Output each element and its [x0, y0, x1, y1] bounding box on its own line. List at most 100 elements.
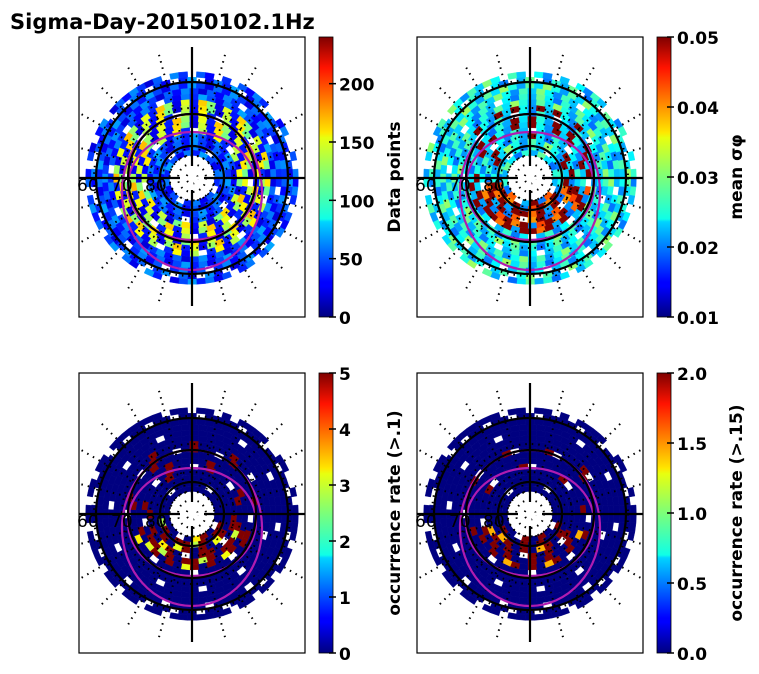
- panel-mean-sigma-phi: 60 70 80 0.01 0.02 0.03 0.04 0.05 mean σφ: [415, 29, 747, 329]
- lat-label: 60: [77, 512, 99, 532]
- heat-cell: [135, 517, 144, 528]
- heat-cell: [534, 613, 544, 621]
- heat-cell: [618, 504, 626, 515]
- heat-cell: [559, 607, 570, 616]
- heat-cell: [224, 513, 232, 524]
- heat-cell: [102, 500, 110, 511]
- heat-cell: [169, 72, 180, 80]
- heat-cell: [264, 168, 271, 179]
- colorbar-tick-label: 2: [339, 533, 351, 553]
- heat-cell: [169, 408, 180, 416]
- heat-cell: [86, 530, 95, 542]
- heat-cell: [440, 181, 448, 192]
- heat-cell: [424, 530, 433, 542]
- heat-cell: [86, 194, 95, 206]
- heat-cell: [630, 168, 637, 179]
- lat-label: 70: [449, 176, 471, 196]
- heat-cell: [602, 504, 609, 515]
- heat-cell: [481, 267, 493, 277]
- heat-cell: [518, 557, 529, 565]
- heat-cell: [440, 517, 448, 528]
- heat-cell: [562, 177, 570, 188]
- plot-area: [79, 47, 305, 306]
- heat-cell: [424, 150, 433, 162]
- heat-cell: [196, 613, 206, 621]
- heat-cell: [196, 407, 206, 415]
- heat-cell: [536, 254, 546, 262]
- heat-cell: [518, 249, 529, 257]
- heat-cell: [602, 168, 609, 179]
- heat-cell: [518, 591, 529, 599]
- heat-cell: [607, 177, 615, 188]
- panel-occurrence-rate-0.15: 60 70 80 0.0 0.5 1.0 1.5 2.0 occurrence rate (>.…: [415, 365, 747, 665]
- heat-cell: [481, 603, 493, 613]
- heat-cell: [627, 530, 636, 542]
- heat-cell: [518, 435, 529, 443]
- heat-cell: [178, 277, 188, 285]
- heat-cell: [518, 429, 529, 437]
- heat-cell: [180, 99, 191, 107]
- heat-cell: [507, 72, 518, 80]
- heat-cell: [102, 181, 110, 192]
- heat-cell: [235, 168, 243, 179]
- heat-cell: [180, 429, 191, 437]
- colorbar-tick-label: 0: [339, 645, 351, 665]
- heat-cell: [269, 177, 277, 188]
- heat-cell: [180, 597, 191, 604]
- colorbar-tick-label: 2.0: [677, 365, 707, 385]
- lat-label: 80: [145, 176, 167, 196]
- heat-cell: [279, 461, 290, 473]
- heat-cell: [280, 513, 288, 524]
- heat-cell: [235, 177, 243, 188]
- heat-cell: [86, 486, 95, 498]
- colorbar-tick-label: 0.04: [677, 99, 719, 119]
- heat-cell: [516, 407, 526, 415]
- heat-cell: [618, 168, 626, 179]
- heat-cell: [518, 580, 529, 587]
- heat-cell: [613, 504, 620, 515]
- colorbar-label: occurrence rate (>.1): [385, 410, 405, 615]
- axes-frame: [416, 372, 644, 654]
- colorbar-tick-label: 0.0: [677, 645, 707, 665]
- heat-cell: [178, 407, 188, 415]
- colorbar-tick-label: 150: [339, 134, 375, 154]
- heat-cell: [143, 267, 155, 277]
- heat-cell: [102, 164, 110, 175]
- axes-frame: [78, 36, 306, 318]
- heat-cell: [180, 557, 191, 565]
- heat-cell: [607, 504, 615, 515]
- heat-cell: [440, 500, 448, 511]
- heat-cell: [221, 271, 232, 280]
- heat-cell: [269, 513, 277, 524]
- heat-cell: [617, 125, 628, 137]
- heat-cell: [562, 504, 570, 515]
- heat-cell: [579, 513, 587, 524]
- heat-cell: [230, 504, 238, 515]
- heat-cell: [568, 168, 576, 179]
- heat-cell: [241, 168, 249, 179]
- heat-cell: [518, 597, 529, 604]
- axes-frame: [78, 372, 306, 654]
- heat-cell: [178, 613, 188, 621]
- heat-cell: [518, 93, 529, 101]
- heat-cell: [241, 177, 249, 188]
- heat-cell: [562, 513, 570, 524]
- heat-cell: [224, 168, 232, 179]
- lat-label: 70: [449, 512, 471, 532]
- heat-cell: [424, 194, 433, 206]
- heat-cell: [224, 177, 232, 188]
- heat-cell: [518, 585, 529, 593]
- lat-label: 80: [145, 512, 167, 532]
- heat-cell: [224, 504, 232, 515]
- heat-cell: [292, 177, 299, 188]
- heat-cell: [269, 168, 277, 179]
- heat-cell: [618, 513, 626, 524]
- heat-cell: [516, 613, 526, 621]
- colorbar-tick-label: 50: [339, 251, 363, 271]
- lat-label: 80: [483, 512, 505, 532]
- heat-cell: [518, 116, 529, 124]
- heat-cell: [180, 116, 191, 124]
- heat-cell: [289, 194, 298, 206]
- heat-cell: [241, 504, 249, 515]
